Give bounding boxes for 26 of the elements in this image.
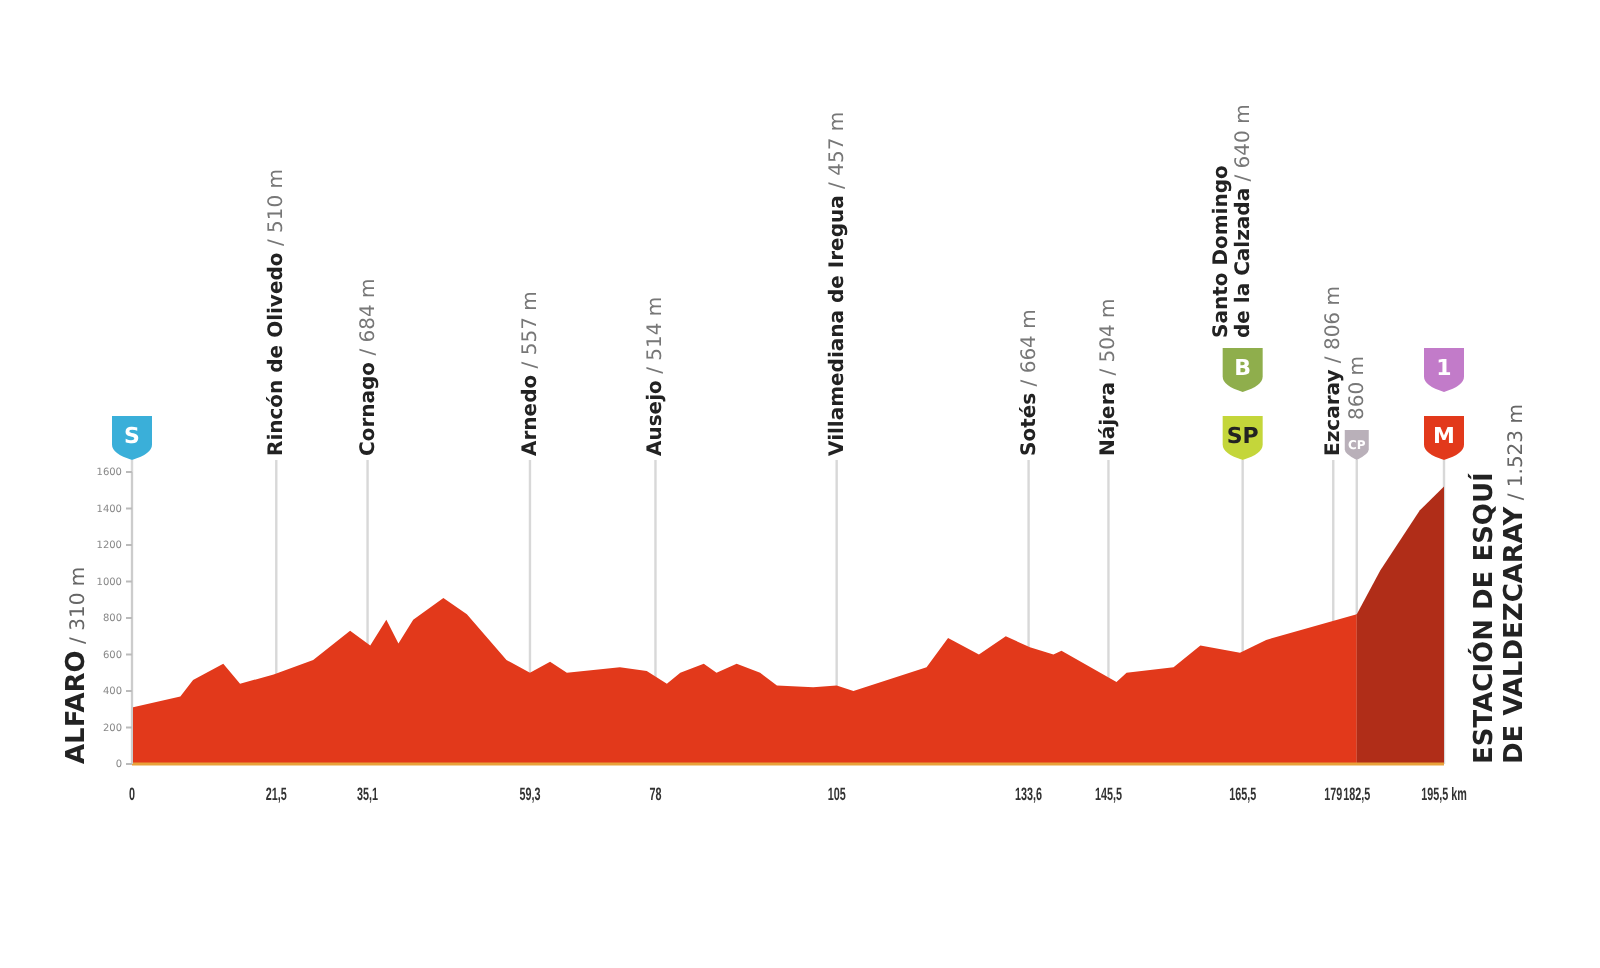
x-tick-label: 182,5 <box>1343 783 1371 805</box>
text: Cornago / 684 m <box>357 278 380 456</box>
shield-icon: 1 <box>1424 348 1464 392</box>
text: Sotés / 664 m <box>1018 309 1041 456</box>
x-tick-label: 165,5 <box>1229 783 1257 805</box>
text: 860 m <box>1346 355 1369 420</box>
text: Rincón de Olivedo / 510 m <box>266 168 289 456</box>
shield-icon: B <box>1222 348 1263 392</box>
text: Ezcaray / 806 m <box>1323 286 1346 456</box>
text: Ausejo / 514 m <box>645 296 668 456</box>
text: Arnedo / 557 m <box>519 291 542 456</box>
x-tick-label: 105 <box>827 783 846 805</box>
text: Nájera / 504 m <box>1098 298 1121 456</box>
x-tick-label: 179 <box>1324 783 1343 805</box>
text: Villamediana de Iregua / 457 m <box>826 111 849 456</box>
x-tick-label: 59,3 <box>519 783 541 805</box>
x-tick-label: 133,6 <box>1015 783 1043 805</box>
shield-icon: SP <box>1222 416 1263 460</box>
x-tick-label: 145,5 <box>1094 783 1122 805</box>
x-tick-label: 35,1 <box>357 783 379 805</box>
text: ALFARO / 310 m <box>62 566 92 764</box>
shield-icon: S <box>112 416 152 460</box>
shield-icon: M <box>1424 416 1464 460</box>
x-tick-label: 195,5 km <box>1421 783 1468 805</box>
x-tick-label: 21,5 <box>265 783 287 805</box>
x-tick-label: 78 <box>649 783 662 805</box>
